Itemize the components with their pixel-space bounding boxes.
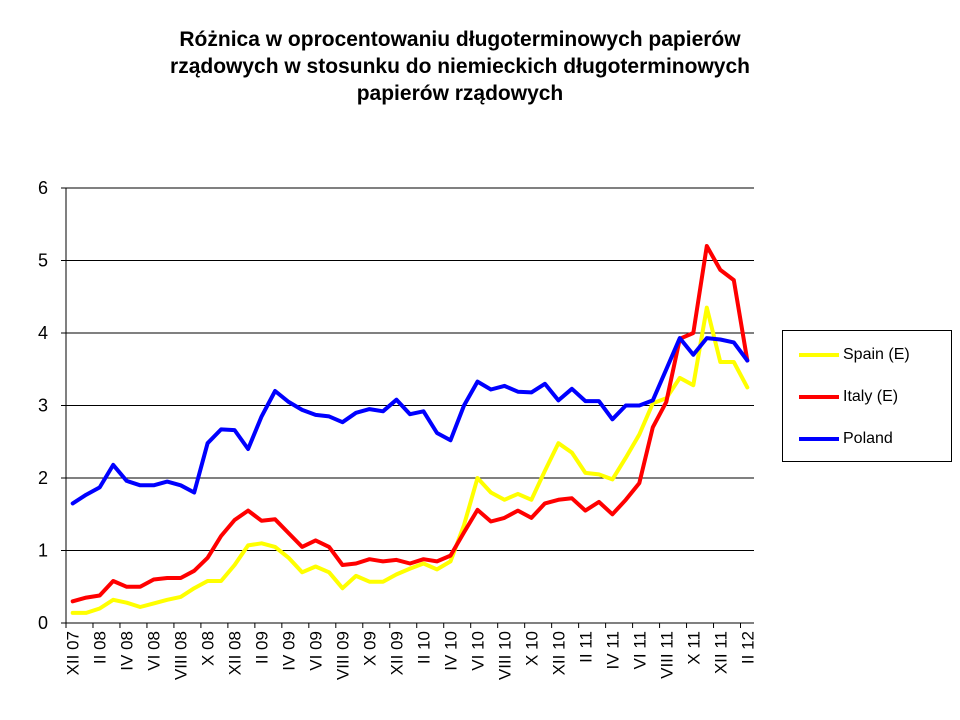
x-tick-label: IV 10 (441, 631, 460, 671)
x-tick-label: VIII 09 (334, 631, 353, 680)
legend-item-italy: Italy (E) (799, 387, 898, 407)
x-tick-label: X 11 (684, 631, 703, 665)
chart-title-line-1: Różnica w oprocentowaniu długoterminowyc… (179, 28, 741, 51)
x-tick-label: IV 11 (603, 631, 622, 669)
y-tick-label: 3 (38, 396, 48, 416)
series-line-2 (70, 244, 750, 604)
x-tick-label: XII 11 (711, 631, 730, 674)
series-lines (70, 244, 750, 615)
x-tick-label: XII 09 (388, 631, 407, 675)
legend-item-spain: Spain (E) (799, 345, 910, 365)
gridlines (66, 187, 754, 551)
x-tick-label: XII 07 (64, 631, 83, 675)
chart-title-line-3: papierów rządowych (356, 82, 564, 105)
y-tick-label: 0 (38, 613, 48, 633)
x-tick-label: XII 08 (226, 631, 245, 675)
series-line-3 (70, 336, 750, 506)
y-tick-label: 5 (38, 251, 48, 271)
x-tick-label: VIII 10 (495, 631, 514, 680)
x-tick-label: II 08 (91, 631, 110, 664)
x-tick-label: II 09 (253, 631, 272, 664)
legend-swatch-poland (799, 437, 839, 441)
x-tick-label: II 10 (414, 631, 433, 664)
y-tick-label: 2 (38, 468, 48, 488)
legend-item-poland: Poland (799, 429, 893, 449)
y-tick-labels: 0 1 2 3 4 5 6 (38, 178, 48, 633)
chart-title: Różnica w oprocentowaniu długoterminowyc… (90, 26, 830, 107)
series-line-1 (70, 305, 750, 615)
legend-swatch-spain (799, 353, 839, 357)
x-tick-label: II 11 (576, 631, 595, 663)
axes (61, 187, 754, 628)
x-tick-label: XII 10 (549, 631, 568, 675)
x-tick-label: X 09 (361, 631, 380, 666)
x-tick-label: VIII 08 (172, 631, 191, 680)
y-tick-label: 1 (38, 541, 48, 561)
legend-label-italy: Italy (E) (843, 388, 899, 405)
x-tick-label: VI 10 (468, 631, 487, 671)
legend-label-spain: Spain (E) (843, 346, 910, 363)
chart-title-line-2: rządowych w stosunku do niemieckich dług… (170, 55, 750, 78)
legend: Spain (E) Italy (E) Poland (782, 330, 952, 462)
legend-label-poland: Poland (843, 430, 893, 447)
x-tick-label: VI 11 (630, 631, 649, 669)
x-tick-label: VI 09 (307, 631, 326, 671)
legend-swatch-italy (799, 395, 839, 399)
x-tick-label: IV 08 (118, 631, 137, 671)
x-tick-label: VIII 11 (657, 631, 676, 679)
x-tick-label: II 12 (738, 631, 757, 664)
x-tick-label: VI 08 (145, 631, 164, 671)
x-tick-label: X 10 (522, 631, 541, 666)
x-tick-label: X 08 (199, 631, 218, 666)
y-tick-label: 6 (38, 178, 48, 198)
x-tick-label: IV 09 (280, 631, 299, 671)
y-tick-label: 4 (38, 323, 48, 343)
x-tick-labels: XII 07 II 08 IV 08 VI 08 VIII 08 X 08 XII 08 II… (64, 631, 758, 680)
